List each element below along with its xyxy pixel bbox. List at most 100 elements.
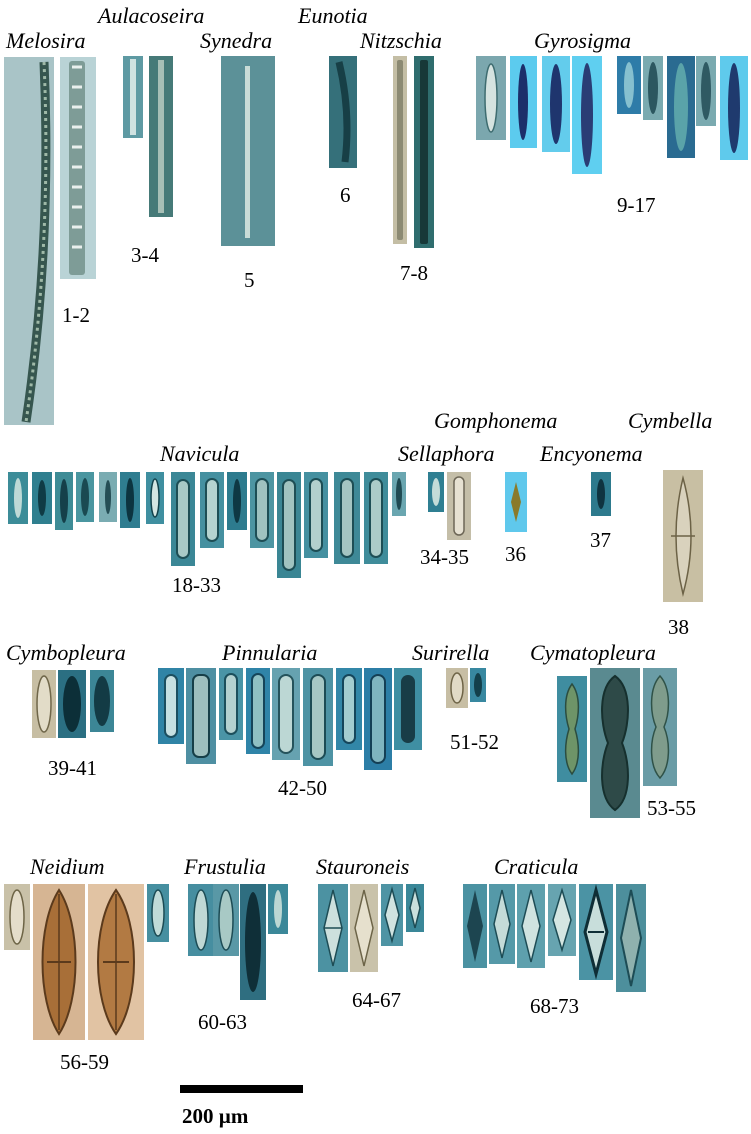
micrograph-gyrosigma-14 bbox=[643, 56, 663, 120]
figure-numbers-frustulia: 60-63 bbox=[198, 1010, 247, 1034]
genus-label-synedra: Synedra bbox=[200, 28, 273, 53]
micrograph-navicula-31 bbox=[334, 472, 360, 564]
genus-label-eunotia: Eunotia bbox=[298, 3, 368, 28]
micrograph-navicula-18 bbox=[8, 472, 28, 524]
micrograph-pinnularia-49 bbox=[364, 668, 392, 770]
micrograph-encyonema-37 bbox=[591, 472, 611, 516]
micrograph-frustulia-60 bbox=[188, 884, 214, 956]
micrograph-craticula-73 bbox=[616, 884, 646, 992]
micrograph-cymatopleura-53 bbox=[557, 676, 587, 782]
micrograph-stauroneis-64 bbox=[318, 884, 348, 972]
micrograph-gyrosigma-10 bbox=[510, 56, 537, 148]
genus-label-encyonema: Encyonema bbox=[540, 441, 643, 466]
figure-numbers-surirella: 51-52 bbox=[450, 730, 499, 754]
genus-label-aulacoseira: Aulacoseira bbox=[98, 3, 205, 28]
micrograph-navicula-24 bbox=[146, 472, 164, 524]
figure-numbers-sellaphora: 34-35 bbox=[420, 545, 469, 569]
micrograph-gyrosigma-13 bbox=[617, 56, 641, 114]
micrograph-gyrosigma-16 bbox=[696, 56, 716, 126]
genus-label-gyrosigma: Gyrosigma bbox=[534, 28, 631, 53]
micrograph-pinnularia-45 bbox=[246, 668, 270, 754]
micrograph-nitzschia-8 bbox=[414, 56, 434, 248]
micrograph-navicula-33 bbox=[392, 472, 406, 516]
figure-numbers-synedra: 5 bbox=[244, 268, 255, 292]
micrograph-navicula-25 bbox=[171, 472, 195, 566]
micrograph-craticula-72 bbox=[579, 884, 613, 980]
figure-numbers-cymatopleura: 53-55 bbox=[647, 796, 696, 820]
figure-numbers-stauroneis: 64-67 bbox=[352, 988, 401, 1012]
micrograph-pinnularia-42 bbox=[158, 668, 184, 744]
micrograph-navicula-28 bbox=[250, 472, 274, 548]
micrograph-neidium-58 bbox=[88, 884, 144, 1040]
figure-numbers-navicula: 18-33 bbox=[172, 573, 221, 597]
genus-label-surirella: Surirella bbox=[412, 640, 490, 665]
micrograph-frustulia-63 bbox=[268, 884, 288, 934]
genus-label-pinnularia: Pinnularia bbox=[222, 640, 318, 665]
micrograph-neidium-56 bbox=[4, 884, 30, 950]
micrograph-navicula-30 bbox=[304, 472, 328, 558]
micrograph-craticula-68 bbox=[463, 884, 487, 968]
micrograph-pinnularia-48 bbox=[336, 668, 362, 750]
scale-bar bbox=[180, 1085, 303, 1093]
micrograph-cymbella-38 bbox=[663, 470, 703, 602]
micrograph-gyrosigma-12 bbox=[572, 56, 602, 174]
micrograph-gyrosigma-9 bbox=[476, 56, 506, 140]
micrograph-craticula-71 bbox=[548, 884, 576, 956]
figure-numbers-encyonema: 37 bbox=[590, 528, 611, 552]
micrograph-frustulia-62 bbox=[240, 884, 266, 1000]
figure-numbers-neidium: 56-59 bbox=[60, 1050, 109, 1074]
micrograph-cymbopleura-41 bbox=[90, 670, 114, 732]
micrograph-navicula-23 bbox=[120, 472, 140, 528]
micrograph-synedra-5 bbox=[221, 56, 275, 246]
genus-label-stauroneis: Stauroneis bbox=[316, 854, 410, 879]
figure-numbers-cymbella: 38 bbox=[668, 615, 689, 639]
genus-label-sellaphora: Sellaphora bbox=[398, 441, 495, 466]
micrograph-cymatopleura-55 bbox=[643, 668, 677, 786]
micrograph-gyrosigma-15 bbox=[667, 56, 695, 158]
micrograph-sellaphora-35 bbox=[447, 472, 471, 540]
genus-label-neidium: Neidium bbox=[30, 854, 105, 879]
micrograph-neidium-59 bbox=[147, 884, 169, 942]
micrograph-navicula-22 bbox=[99, 472, 117, 522]
micrograph-navicula-20 bbox=[55, 472, 73, 530]
scale-bar-label: 200 µm bbox=[182, 1104, 249, 1128]
micrograph-craticula-69 bbox=[489, 884, 515, 964]
micrograph-gyrosigma-11 bbox=[542, 56, 570, 152]
micrograph-stauroneis-67 bbox=[406, 884, 424, 932]
genus-label-frustulia: Frustulia bbox=[184, 854, 266, 879]
micrograph-cymbopleura-39 bbox=[32, 670, 56, 738]
micrograph-gomphonema-36 bbox=[505, 472, 527, 532]
figure-numbers-pinnularia: 42-50 bbox=[278, 776, 327, 800]
figure-numbers-eunotia: 6 bbox=[340, 183, 351, 207]
genus-label-craticula: Craticula bbox=[494, 854, 579, 879]
micrograph-frustulia-61 bbox=[213, 884, 239, 956]
micrograph-craticula-70 bbox=[517, 884, 545, 968]
micrograph-melosira-2 bbox=[60, 57, 96, 279]
figure-numbers-melosira: 1-2 bbox=[62, 303, 90, 327]
figure-numbers-nitzschia: 7-8 bbox=[400, 261, 428, 285]
micrograph-stauroneis-66 bbox=[381, 884, 403, 946]
micrograph-pinnularia-46 bbox=[272, 668, 300, 760]
micrograph-eunotia-6 bbox=[329, 56, 357, 168]
genus-label-melosira: Melosira bbox=[6, 28, 86, 53]
micrograph-gyrosigma-17 bbox=[720, 56, 748, 160]
genus-label-cymbopleura: Cymbopleura bbox=[6, 640, 126, 665]
micrograph-stauroneis-65 bbox=[350, 884, 378, 972]
genus-label-cymbella: Cymbella bbox=[628, 408, 713, 433]
micrograph-pinnularia-47 bbox=[303, 668, 333, 766]
figure-numbers-gomphonema: 36 bbox=[505, 542, 526, 566]
micrograph-navicula-26 bbox=[200, 472, 224, 548]
genus-label-cymatopleura: Cymatopleura bbox=[530, 640, 656, 665]
figure-numbers-cymbopleura: 39-41 bbox=[48, 756, 97, 780]
micrograph-cymatopleura-54 bbox=[590, 668, 640, 818]
micrograph-neidium-57 bbox=[33, 884, 85, 1040]
micrograph-surirella-52 bbox=[470, 668, 486, 702]
micrograph-aulacoseira-4 bbox=[149, 56, 173, 217]
figure-numbers-aulacoseira: 3-4 bbox=[131, 243, 159, 267]
micrograph-navicula-19 bbox=[32, 472, 52, 524]
micrograph-navicula-27 bbox=[227, 472, 247, 530]
micrograph-navicula-32 bbox=[364, 472, 388, 564]
micrograph-cymbopleura-40 bbox=[58, 670, 86, 738]
genus-label-nitzschia: Nitzschia bbox=[360, 28, 442, 53]
micrograph-nitzschia-7 bbox=[393, 56, 407, 244]
